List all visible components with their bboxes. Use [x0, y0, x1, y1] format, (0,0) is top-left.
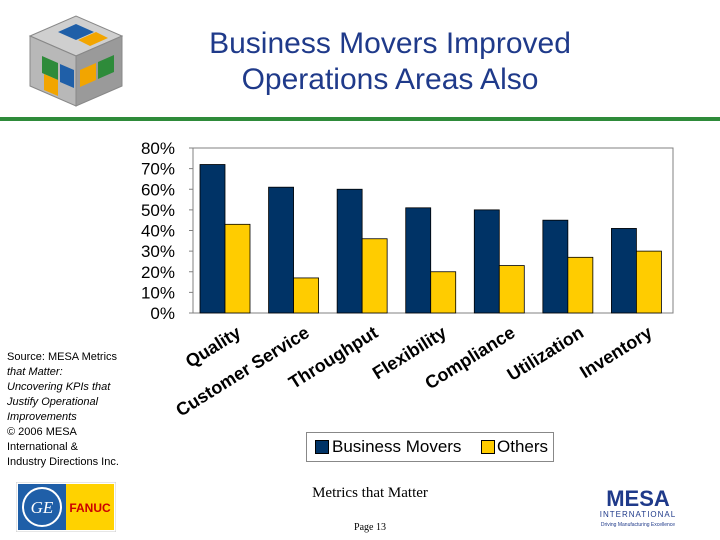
rubiks-cube-logo	[28, 15, 124, 107]
mesa-international-logo: MESA INTERNATIONAL Driving Manufacturing…	[600, 486, 676, 528]
title-line-1: Business Movers Improved	[209, 27, 571, 60]
mesa-tagline: Driving Manufacturing Excellence	[601, 522, 675, 528]
legend-swatch-others	[481, 440, 495, 454]
source-note: Source: MESA Metrics that Matter: Uncove…	[7, 350, 137, 470]
y-tick-label: 30%	[141, 242, 175, 261]
y-tick-label: 20%	[141, 263, 175, 282]
mesa-sub: INTERNATIONAL	[600, 510, 676, 519]
source-line-5: Improvements	[7, 411, 77, 423]
bar-business-movers-inventory	[611, 228, 637, 314]
title-divider	[0, 117, 720, 121]
legend-label-business-movers: Business Movers	[332, 437, 462, 456]
bar-business-movers-throughput	[336, 188, 363, 314]
bar-others-compliance	[498, 265, 525, 314]
source-line-2: that Matter:	[7, 366, 63, 378]
bar-business-movers-customer-service	[268, 186, 294, 314]
source-line-6: © 2006 MESA	[7, 426, 77, 438]
y-tick-label: 70%	[141, 160, 175, 179]
source-line-8: Industry Directions Inc.	[7, 456, 119, 468]
fanuc-wordmark: FANUC	[69, 501, 111, 515]
bar-business-movers-utilization	[542, 219, 569, 314]
y-tick-label: 40%	[141, 222, 175, 241]
x-tick-label: Utilization	[504, 322, 588, 385]
source-line-4: Justify Operational	[7, 396, 99, 408]
x-tick-label: Inventory	[576, 322, 655, 382]
source-line-7: International &	[7, 441, 78, 453]
y-tick-label: 0%	[150, 304, 175, 323]
bar-others-flexibility	[430, 271, 457, 314]
page-number: Page 13	[354, 522, 386, 533]
bar-others-inventory	[636, 250, 662, 314]
y-tick-label: 50%	[141, 201, 175, 220]
footer-title: Metrics that Matter	[312, 485, 428, 501]
y-tick-label: 80%	[141, 139, 175, 158]
bar-others-quality	[224, 223, 251, 314]
legend-label-others: Others	[497, 437, 549, 456]
mesa-wordmark: MESA	[606, 486, 670, 511]
title-line-2: Operations Areas Also	[241, 63, 539, 96]
source-line-1: Source: MESA Metrics	[7, 351, 118, 363]
bar-others-throughput	[361, 238, 388, 314]
y-tick-label: 60%	[141, 180, 175, 199]
ge-monogram: GE	[31, 498, 54, 517]
y-tick-label: 10%	[141, 283, 175, 302]
bar-others-customer-service	[293, 277, 319, 314]
chart-legend: Business Movers Others	[306, 432, 554, 462]
legend-swatch-business-movers	[315, 440, 329, 454]
slide-title: Business Movers Improved Operations Area…	[140, 26, 640, 98]
ge-fanuc-logo: GE FANUC	[16, 482, 116, 532]
bar-business-movers-quality	[199, 164, 226, 314]
bar-business-movers-flexibility	[405, 207, 432, 314]
source-line-3: Uncovering KPIs that	[7, 381, 111, 393]
bar-others-utilization	[567, 256, 594, 314]
bar-business-movers-compliance	[473, 209, 500, 314]
